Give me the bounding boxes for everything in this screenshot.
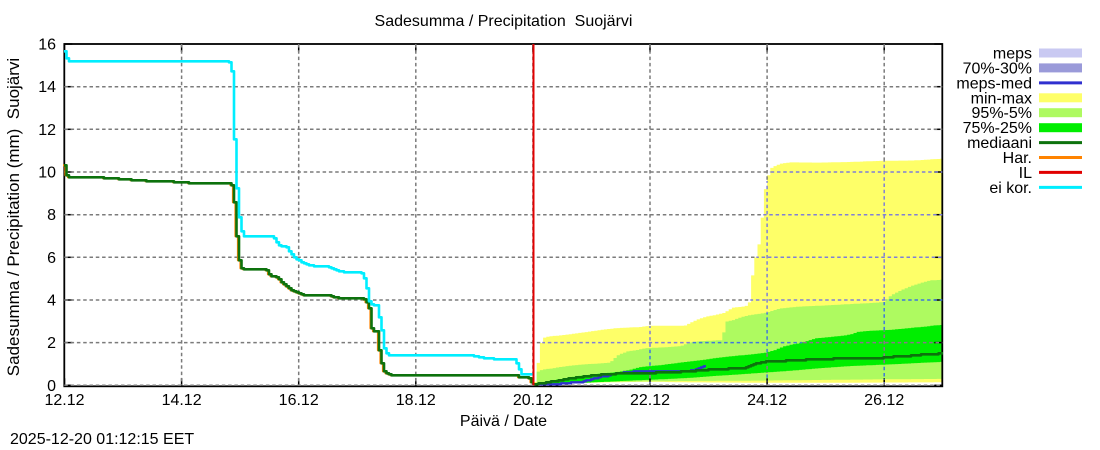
svg-text:22.12: 22.12: [630, 392, 670, 409]
svg-text:IL: IL: [1019, 165, 1032, 182]
svg-text:95%-5%: 95%-5%: [972, 105, 1032, 122]
svg-text:14: 14: [38, 79, 56, 96]
svg-text:2025-12-20 01:12:15 EET: 2025-12-20 01:12:15 EET: [10, 431, 194, 448]
svg-text:70%-30%: 70%-30%: [963, 60, 1032, 77]
svg-text:75%-25%: 75%-25%: [963, 120, 1032, 137]
svg-text:meps-med: meps-med: [956, 75, 1032, 92]
svg-text:14.12: 14.12: [162, 392, 202, 409]
svg-text:8: 8: [47, 207, 56, 224]
svg-text:2: 2: [47, 335, 56, 352]
svg-text:mediaani: mediaani: [967, 135, 1032, 152]
svg-text:20.12: 20.12: [513, 392, 553, 409]
svg-text:min-max: min-max: [971, 90, 1032, 107]
svg-text:12.12: 12.12: [44, 392, 84, 409]
svg-text:16.12: 16.12: [279, 392, 319, 409]
svg-text:4: 4: [47, 293, 56, 310]
svg-text:16: 16: [38, 37, 56, 54]
svg-text:24.12: 24.12: [747, 392, 787, 409]
svg-text:meps: meps: [993, 46, 1032, 63]
svg-text:Päivä / Date: Päivä / Date: [460, 413, 547, 430]
svg-text:Har.: Har.: [1003, 150, 1032, 167]
svg-text:10: 10: [38, 165, 56, 182]
svg-text:ei kor.: ei kor.: [989, 180, 1032, 197]
svg-text:6: 6: [47, 250, 56, 267]
svg-text:0: 0: [47, 378, 56, 395]
svg-text:12: 12: [38, 122, 56, 139]
svg-text:18.12: 18.12: [396, 392, 436, 409]
svg-text:26.12: 26.12: [864, 392, 904, 409]
svg-text:Sadesumma / Precipitation Suo: Sadesumma / Precipitation Suojärvi: [375, 13, 633, 30]
svg-text:Sadesumma / Precipitation (mm): Sadesumma / Precipitation (mm) Suojärvi: [4, 58, 23, 376]
